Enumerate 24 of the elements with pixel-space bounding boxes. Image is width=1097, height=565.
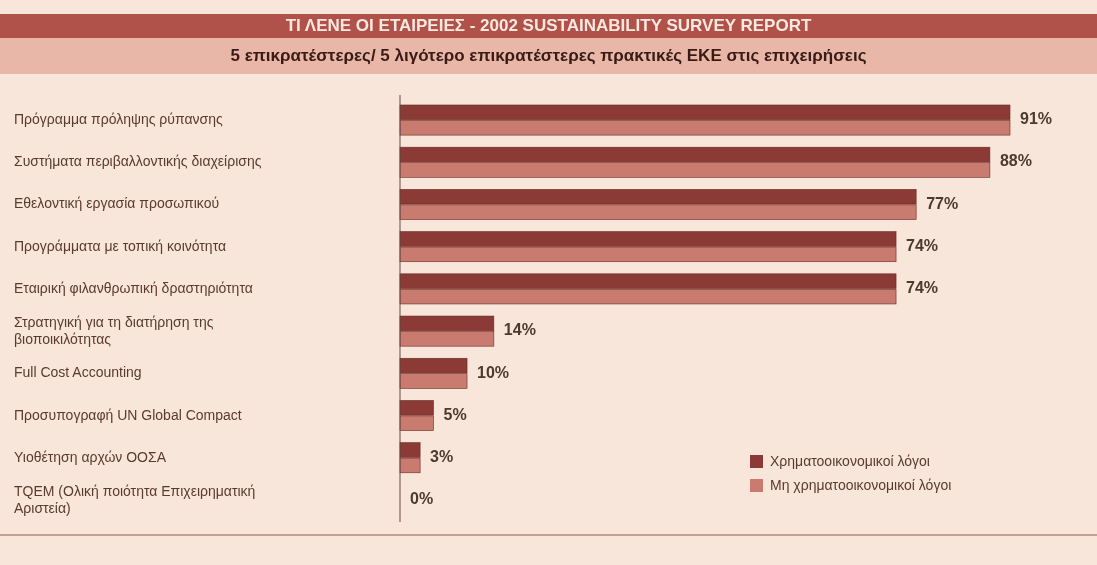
data-label: 5% [443, 405, 467, 423]
y-tick-label: Πρόγραμμα πρόληψης ρύπανσης [14, 110, 223, 127]
data-label: 74% [906, 236, 939, 254]
y-tick-label: Προγράμματα με τοπική κοινότητα [14, 237, 227, 254]
data-label: 88% [999, 152, 1032, 170]
y-tick-label: Στρατηγική για τη διατήρηση της βιοποικιλότητας [14, 313, 214, 347]
chart-subtitle: 5 επικρατέστερες/ 5 λιγότερο επικρατέστερες πρακτικές ΕΚΕ στις επιχειρήσεις [230, 46, 867, 66]
data-label: 14% [503, 321, 536, 339]
chart-title: ΤΙ ΛΕΝΕ ΟΙ ΕΤΑΙΡΕΙΕΣ - 2002 SUSTAINABILITY SURVEY REPORT [285, 16, 812, 36]
data-label: 77% [926, 194, 959, 212]
data-label: 0% [410, 490, 434, 508]
y-tick-label: Προσυπογραφή UN Global Compact [14, 406, 242, 423]
y-tick-label: Εθελοντική εργασία προσωπικού [14, 195, 220, 212]
y-tick-label: Εταιρική φιλανθρωπική δραστηριότητα [14, 279, 253, 296]
y-tick-label: Full Cost Accounting [14, 364, 142, 381]
data-label: 74% [906, 279, 939, 297]
legend-label: Χρηματοοικονομικοί λόγοι [770, 452, 930, 469]
y-tick-label: Υιοθέτηση αρχών ΟΟΣΑ [14, 448, 167, 465]
data-label: 91% [1020, 110, 1053, 128]
y-tick-label: TQEM (Ολική ποιότητα Επιχειρηματική Αριστεία) [14, 482, 256, 516]
legend-label: Μη χρηματοοικονομικοί λόγοι [770, 476, 952, 493]
data-label: 10% [477, 363, 510, 381]
data-label: 3% [430, 447, 454, 465]
y-tick-label: Συστήματα περιβαλλοντικής διαχείρισης [14, 152, 262, 169]
